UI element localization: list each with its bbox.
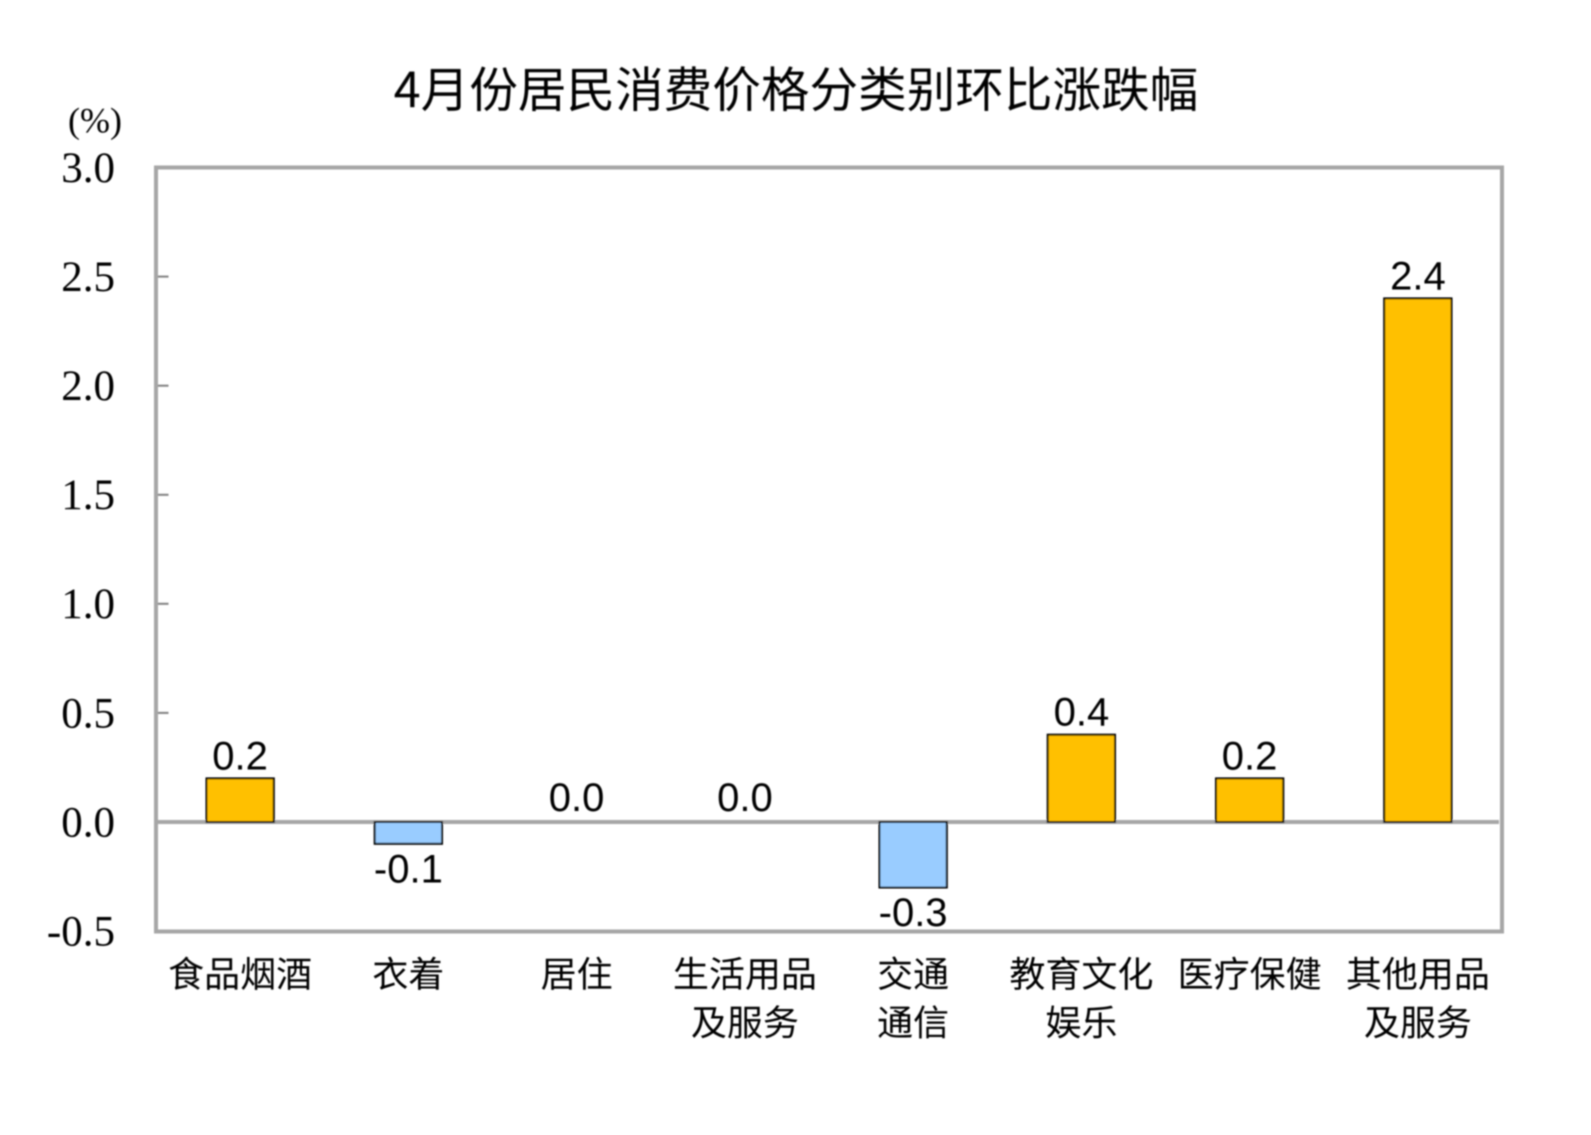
svg-text:(%): (%) (68, 101, 122, 141)
svg-text:0.0: 0.0 (61, 799, 115, 846)
svg-text:0.2: 0.2 (212, 734, 268, 778)
svg-text:0.5: 0.5 (61, 690, 115, 737)
svg-text:-0.3: -0.3 (879, 891, 948, 935)
svg-text:0.0: 0.0 (717, 776, 773, 820)
svg-text:-0.5: -0.5 (47, 909, 115, 956)
svg-text:1.5: 1.5 (61, 472, 115, 519)
svg-text:2.4: 2.4 (1390, 254, 1446, 298)
svg-text:2.5: 2.5 (61, 254, 115, 301)
svg-text:0.0: 0.0 (549, 776, 605, 820)
svg-text:2.0: 2.0 (61, 363, 115, 410)
svg-text:1.0: 1.0 (61, 581, 115, 628)
svg-text:-0.1: -0.1 (374, 848, 443, 892)
svg-text:3.0: 3.0 (61, 145, 115, 192)
svg-text:0.4: 0.4 (1054, 691, 1110, 735)
svg-text:0.2: 0.2 (1222, 734, 1278, 778)
